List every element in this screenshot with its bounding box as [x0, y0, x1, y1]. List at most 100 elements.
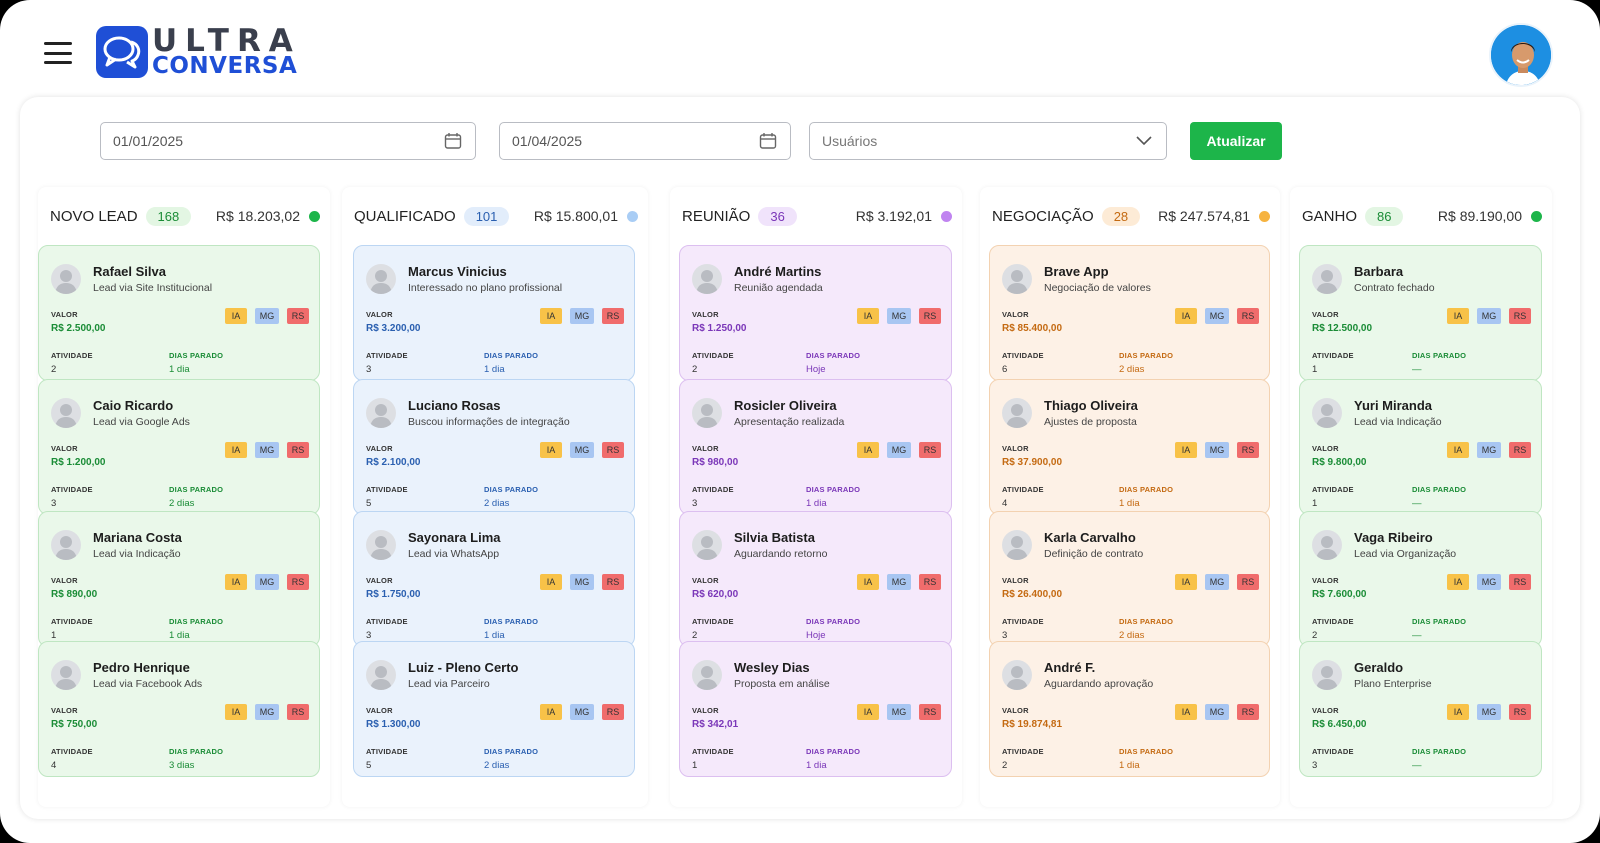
tag-mg[interactable]: MG [1205, 704, 1229, 720]
hamburger-menu-icon[interactable] [44, 40, 72, 66]
lead-card[interactable]: André F. Aguardando aprovação VALOR R$ 1… [989, 641, 1270, 777]
tag-mg[interactable]: MG [887, 442, 911, 458]
lead-card[interactable]: Luciano Rosas Buscou informações de inte… [353, 379, 635, 515]
tag-mg[interactable]: MG [255, 574, 279, 590]
lead-card[interactable]: Mariana Costa Lead via Indicação VALOR R… [38, 511, 320, 647]
tag-group: IA MG RS [857, 704, 941, 720]
tag-rs[interactable]: RS [287, 704, 309, 720]
tag-ia[interactable]: IA [540, 308, 562, 324]
users-select[interactable]: Usuários [809, 122, 1167, 160]
tag-rs[interactable]: RS [919, 308, 941, 324]
tag-rs[interactable]: RS [919, 574, 941, 590]
tag-rs[interactable]: RS [1509, 442, 1531, 458]
tag-mg[interactable]: MG [570, 574, 594, 590]
tag-rs[interactable]: RS [287, 442, 309, 458]
tag-ia[interactable]: IA [1175, 574, 1197, 590]
calendar-icon[interactable] [758, 131, 778, 151]
tag-ia[interactable]: IA [540, 574, 562, 590]
start-date-field[interactable]: 01/01/2025 [100, 122, 476, 160]
tag-mg[interactable]: MG [887, 308, 911, 324]
tag-ia[interactable]: IA [225, 442, 247, 458]
tag-mg[interactable]: MG [1205, 442, 1229, 458]
tag-mg[interactable]: MG [570, 704, 594, 720]
tag-rs[interactable]: RS [1509, 308, 1531, 324]
activity-count: 5 [366, 760, 372, 771]
tag-ia[interactable]: IA [1175, 308, 1197, 324]
tag-ia[interactable]: IA [857, 574, 879, 590]
tag-mg[interactable]: MG [570, 442, 594, 458]
tag-ia[interactable]: IA [1447, 704, 1469, 720]
tag-ia[interactable]: IA [540, 442, 562, 458]
contact-description: Contrato fechado [1354, 282, 1435, 294]
contact-description: Negociação de valores [1044, 282, 1151, 294]
column-status-dot [309, 210, 320, 222]
tag-ia[interactable]: IA [1175, 704, 1197, 720]
tag-rs[interactable]: RS [1509, 704, 1531, 720]
update-button[interactable]: Atualizar [1190, 122, 1282, 160]
tag-mg[interactable]: MG [1477, 308, 1501, 324]
lead-card[interactable]: Rafael Silva Lead via Site Institucional… [38, 245, 320, 381]
tag-mg[interactable]: MG [255, 308, 279, 324]
tag-mg[interactable]: MG [1477, 442, 1501, 458]
tag-rs[interactable]: RS [1237, 442, 1259, 458]
tag-ia[interactable]: IA [225, 704, 247, 720]
tag-mg[interactable]: MG [1477, 704, 1501, 720]
tag-ia[interactable]: IA [1447, 442, 1469, 458]
tag-ia[interactable]: IA [857, 442, 879, 458]
tag-ia[interactable]: IA [857, 308, 879, 324]
idle-days-value: 2 dias [1119, 364, 1145, 375]
tag-rs[interactable]: RS [602, 574, 624, 590]
tag-mg[interactable]: MG [1205, 574, 1229, 590]
calendar-icon[interactable] [443, 131, 463, 151]
lead-card[interactable]: Thiago Oliveira Ajustes de proposta VALO… [989, 379, 1270, 515]
tag-rs[interactable]: RS [919, 442, 941, 458]
lead-card[interactable]: Rosicler Oliveira Apresentação realizada… [679, 379, 952, 515]
lead-card[interactable]: Caio Ricardo Lead via Google Ads VALOR R… [38, 379, 320, 515]
tag-ia[interactable]: IA [1447, 574, 1469, 590]
end-date-field[interactable]: 01/04/2025 [499, 122, 791, 160]
contact-avatar-icon [1312, 660, 1342, 690]
tag-ia[interactable]: IA [857, 704, 879, 720]
lead-card[interactable]: Silvia Batista Aguardando retorno VALOR … [679, 511, 952, 647]
tag-rs[interactable]: RS [1237, 704, 1259, 720]
tag-rs[interactable]: RS [602, 308, 624, 324]
tag-rs[interactable]: RS [919, 704, 941, 720]
tag-rs[interactable]: RS [287, 574, 309, 590]
tag-rs[interactable]: RS [1237, 308, 1259, 324]
tag-rs[interactable]: RS [602, 442, 624, 458]
lead-card[interactable]: André Martins Reunião agendada VALOR R$ … [679, 245, 952, 381]
tag-ia[interactable]: IA [225, 308, 247, 324]
contact-description: Ajustes de proposta [1044, 416, 1137, 428]
lead-card[interactable]: Marcus Vinicius Interessado no plano pro… [353, 245, 635, 381]
tag-mg[interactable]: MG [887, 704, 911, 720]
lead-card[interactable]: Vaga Ribeiro Lead via Organização VALOR … [1299, 511, 1542, 647]
contact-name: Caio Ricardo [93, 398, 174, 413]
tag-ia[interactable]: IA [1175, 442, 1197, 458]
chevron-down-icon[interactable] [1134, 131, 1154, 151]
lead-card[interactable]: Barbara Contrato fechado VALOR R$ 12.500… [1299, 245, 1542, 381]
tag-mg[interactable]: MG [255, 442, 279, 458]
lead-card[interactable]: Brave App Negociação de valores VALOR R$… [989, 245, 1270, 381]
tag-ia[interactable]: IA [225, 574, 247, 590]
lead-card[interactable]: Luiz - Pleno Certo Lead via Parceiro VAL… [353, 641, 635, 777]
lead-card[interactable]: Geraldo Plano Enterprise VALOR R$ 6.450,… [1299, 641, 1542, 777]
tag-rs[interactable]: RS [602, 704, 624, 720]
tag-ia[interactable]: IA [1447, 308, 1469, 324]
tag-rs[interactable]: RS [287, 308, 309, 324]
lead-card[interactable]: Sayonara Lima Lead via WhatsApp VALOR R$… [353, 511, 635, 647]
tag-mg[interactable]: MG [255, 704, 279, 720]
tag-mg[interactable]: MG [1205, 308, 1229, 324]
tag-mg[interactable]: MG [887, 574, 911, 590]
tag-rs[interactable]: RS [1237, 574, 1259, 590]
tag-ia[interactable]: IA [540, 704, 562, 720]
lead-card[interactable]: Wesley Dias Proposta em análise VALOR R$… [679, 641, 952, 777]
user-avatar[interactable] [1489, 23, 1553, 87]
tag-rs[interactable]: RS [1509, 574, 1531, 590]
lead-card[interactable]: Pedro Henrique Lead via Facebook Ads VAL… [38, 641, 320, 777]
lead-card[interactable]: Karla Carvalho Definição de contrato VAL… [989, 511, 1270, 647]
lead-card[interactable]: Yuri Miranda Lead via Indicação VALOR R$… [1299, 379, 1542, 515]
tag-mg[interactable]: MG [1477, 574, 1501, 590]
tag-mg[interactable]: MG [570, 308, 594, 324]
contact-description: Plano Enterprise [1354, 678, 1432, 690]
contact-description: Aguardando retorno [734, 548, 828, 560]
